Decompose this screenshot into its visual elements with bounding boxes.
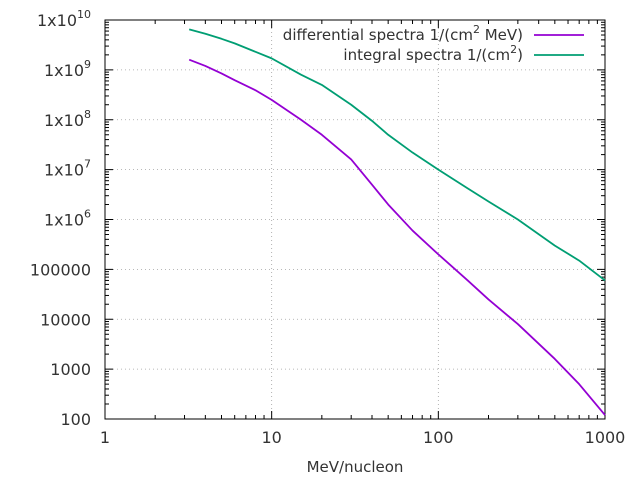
axis-ticks: 1 10 100 10001001000100001000001x1061x1071x… (30, 8, 625, 447)
y-tick-label: 1x106 (44, 208, 91, 230)
y-tick-label: 1x109 (44, 58, 91, 80)
x-tick-label: 10 (261, 428, 281, 447)
x-tick-label: 100 (423, 428, 454, 447)
legend: differential spectra 1/(cm2 MeV)integral… (283, 23, 584, 64)
y-tick-label-base: 10000 (40, 310, 91, 329)
y-tick-label-base: 100 (60, 410, 91, 429)
y-tick-label-base: 1x10 (44, 161, 84, 180)
y-tick-label: 100000 (30, 260, 91, 279)
y-tick-label-exponent: 10 (77, 8, 91, 21)
y-tick-label: 100 (60, 410, 91, 429)
y-tick-label: 1x1010 (37, 8, 91, 30)
x-tick-label: 1 (100, 428, 110, 447)
legend-label-suffix: ) (517, 46, 523, 64)
legend-label-exponent: 2 (473, 23, 480, 36)
series-line-integral (188, 28, 606, 282)
legend-label-suffix: MeV) (480, 26, 523, 44)
legend-label-exponent: 2 (510, 43, 517, 56)
y-tick-label: 10000 (40, 310, 91, 329)
y-tick-label-exponent: 7 (84, 158, 91, 171)
y-tick-label: 1x107 (44, 158, 91, 180)
y-tick-label-base: 1x10 (44, 61, 84, 80)
y-tick-label-base: 1x10 (44, 211, 84, 230)
legend-label-text: differential spectra 1/(cm (283, 26, 473, 44)
grid (105, 20, 605, 419)
series-lines (188, 28, 606, 416)
y-tick-label-base: 100000 (30, 260, 91, 279)
legend-entry: integral spectra 1/(cm2) (343, 43, 584, 64)
series-line-differential (188, 58, 606, 416)
x-tick-label: 1000 (585, 428, 626, 447)
y-tick-label-exponent: 9 (84, 58, 91, 71)
legend-label: differential spectra 1/(cm2 MeV) (283, 23, 523, 44)
y-tick-label-base: 1000 (50, 360, 91, 379)
x-axis-label: MeV/nucleon (307, 458, 404, 476)
y-tick-label: 1x108 (44, 108, 91, 130)
y-tick-label-base: 1x10 (44, 111, 84, 130)
legend-label: integral spectra 1/(cm2) (343, 43, 523, 64)
legend-entry: differential spectra 1/(cm2 MeV) (283, 23, 584, 44)
y-tick-label-exponent: 6 (84, 208, 91, 221)
y-tick-label-exponent: 8 (84, 108, 91, 121)
legend-label-text: integral spectra 1/(cm (343, 46, 510, 64)
y-tick-label-base: 1x10 (37, 11, 77, 30)
y-tick-label: 1000 (50, 360, 91, 379)
